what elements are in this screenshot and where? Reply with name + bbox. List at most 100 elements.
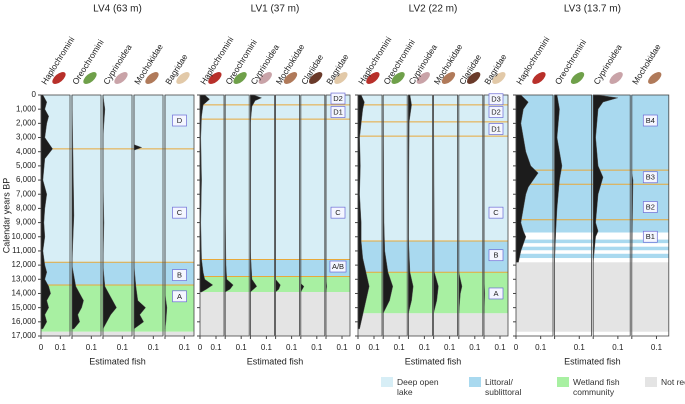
- x-axis-label: Estimated fish: [89, 356, 146, 366]
- fish-icon: [648, 72, 662, 84]
- zone-label: D: [177, 116, 183, 125]
- column-frame: [300, 94, 326, 337]
- zone-label: B2: [646, 202, 655, 211]
- zone-label-box: [330, 106, 346, 118]
- fish-icon: [492, 72, 506, 84]
- zone-label: B3: [646, 173, 655, 182]
- x-tick-label: 0.1: [55, 343, 67, 352]
- y-tick-label: 7,000: [16, 189, 37, 198]
- fish-icon: [145, 72, 159, 84]
- x-tick-label: 0.1: [286, 343, 298, 352]
- x-tick-label: 0.1: [444, 343, 456, 352]
- fish-icon: [233, 72, 247, 84]
- x-tick-label: 0.1: [117, 343, 129, 352]
- zone: [41, 262, 194, 285]
- legend-swatch: [557, 377, 569, 387]
- zone-label: C: [493, 208, 499, 217]
- x-tick-label: 0.1: [394, 343, 406, 352]
- fish-icon: [83, 72, 97, 84]
- legend-swatch: [645, 377, 657, 387]
- panel-title: LV2 (22 m): [409, 4, 458, 15]
- column-frame: [71, 94, 102, 337]
- x-tick-label: 0.1: [574, 343, 586, 352]
- legend: Deep open lake Littoral/ sublittoral Wetla…: [381, 377, 685, 397]
- fish-icon: [441, 72, 456, 84]
- panel-title: LV3 (13.7 m): [564, 4, 621, 15]
- y-tick-label: 0: [32, 90, 37, 99]
- legend-item: Not recovered: [645, 377, 685, 397]
- zone: [200, 95, 350, 260]
- trace: [71, 94, 84, 330]
- fish-icon: [176, 72, 190, 84]
- zone-label: B: [177, 271, 182, 280]
- zone: [516, 253, 669, 259]
- zone: [41, 331, 194, 336]
- x-tick-label: 0.1: [535, 343, 547, 352]
- zone: [358, 95, 508, 242]
- zone-label-box: [330, 92, 346, 105]
- zone-label-box: [642, 230, 658, 243]
- fish-icon: [114, 72, 128, 84]
- y-tick-label: 9,000: [16, 218, 37, 227]
- y-tick-label: 17,000: [12, 331, 37, 340]
- zone-label-box: [642, 114, 658, 127]
- fish-icon: [334, 72, 348, 84]
- zone-label: B1: [646, 232, 655, 241]
- fish-icon: [532, 72, 546, 84]
- zone-label: A: [177, 292, 182, 301]
- x-tick-label: 0.1: [236, 343, 248, 352]
- trace: [102, 94, 117, 330]
- zone-label-box: [642, 171, 658, 184]
- zone: [41, 284, 194, 332]
- zone-label-box: [488, 206, 504, 219]
- column-frame: [249, 94, 275, 337]
- y-tick-label: 5,000: [16, 161, 37, 170]
- x-tick-label: 0: [356, 343, 361, 352]
- fish-icon: [283, 72, 298, 84]
- zone-label-box: [172, 206, 187, 219]
- x-tick-label: 0.1: [311, 343, 323, 352]
- zone-label: A/B: [332, 262, 344, 271]
- column-frame: [515, 94, 554, 337]
- zone-label-box: [330, 206, 346, 219]
- zone-label: B4: [646, 116, 655, 125]
- y-tick-label: 14,000: [12, 289, 37, 298]
- x-tick-label: 0.1: [368, 343, 380, 352]
- trace: [408, 94, 414, 314]
- x-tick-label: 0.1: [469, 343, 481, 352]
- zone: [200, 276, 350, 293]
- x-tick-label: 0: [39, 343, 44, 352]
- zone-label-box: [172, 290, 187, 303]
- zone-label: D1: [491, 125, 501, 134]
- zone-label-box: [488, 106, 504, 118]
- column-frame: [554, 94, 592, 337]
- trace: [515, 94, 539, 263]
- trace: [554, 94, 563, 263]
- zone-label: D2: [491, 107, 501, 116]
- y-tick-label: 12,000: [12, 260, 37, 269]
- fish-icon: [467, 72, 481, 84]
- fish-icon: [52, 72, 66, 84]
- taxon-name: Haplochromini: [514, 35, 551, 86]
- x-axis-label: Estimated fish: [564, 356, 621, 366]
- column-frame: [458, 94, 484, 337]
- legend-swatch: [469, 377, 481, 387]
- y-tick-label: 13,000: [12, 274, 37, 283]
- zone-label: C: [177, 208, 183, 217]
- legend-swatch: [381, 377, 393, 387]
- x-tick-label: 0.1: [612, 343, 624, 352]
- fish-icon: [416, 72, 430, 84]
- fish-icon: [366, 72, 380, 84]
- trace: [40, 94, 53, 330]
- zone-label-box: [488, 93, 504, 106]
- zone-label-box: [488, 123, 504, 135]
- y-tick-label: 6,000: [16, 175, 37, 184]
- y-tick-label: 15,000: [12, 303, 37, 312]
- zone-label-box: [172, 269, 187, 281]
- y-tick-label: 10,000: [12, 232, 37, 241]
- fish-icon: [309, 72, 323, 84]
- zone: [200, 259, 350, 277]
- x-tick-label: 0.1: [261, 343, 273, 352]
- x-tick-label: 0.1: [210, 343, 222, 352]
